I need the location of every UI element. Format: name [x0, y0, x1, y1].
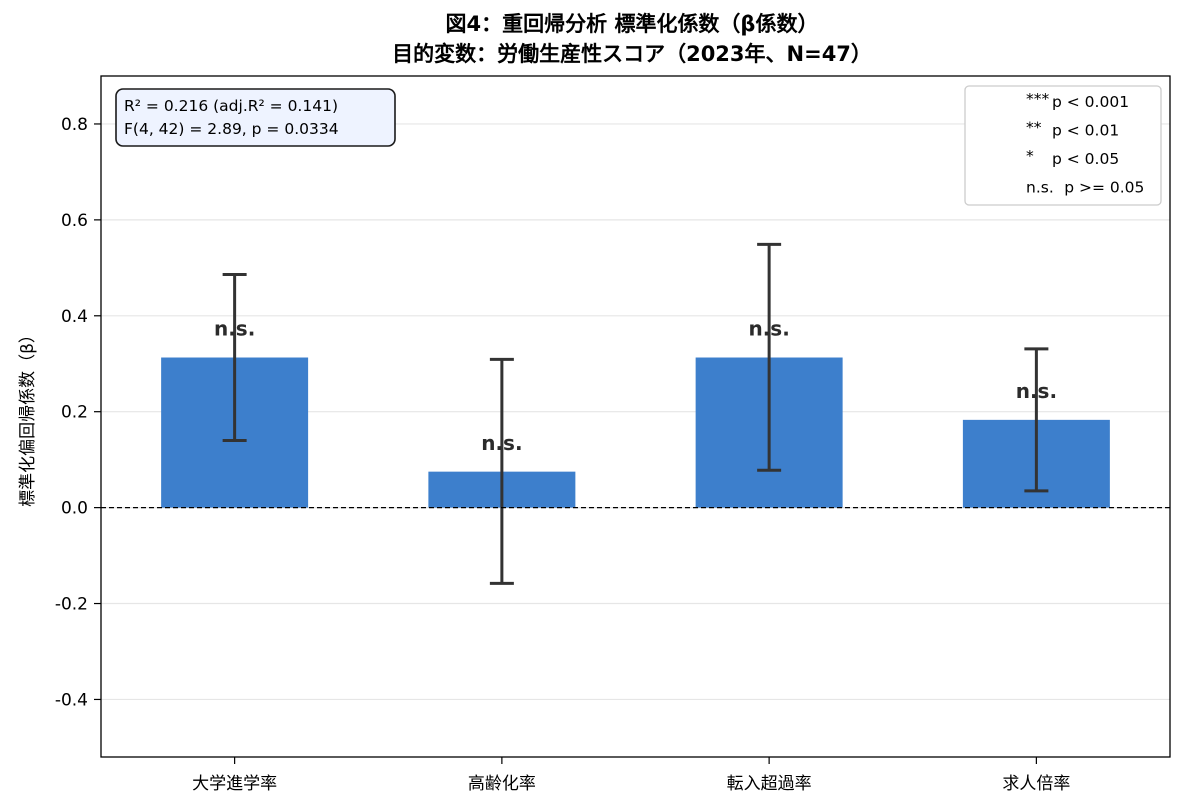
legend-text: p >= 0.05 [1064, 179, 1144, 197]
y-tick-label: 0.6 [61, 211, 88, 231]
chart-title-line1: 図4：重回帰分析 標準化係数（β係数） [446, 12, 819, 36]
legend-text: p < 0.01 [1052, 122, 1119, 140]
legend-frame [964, 85, 1162, 206]
y-axis-ticks: -0.4 -0.2 0.0 0.2 0.4 0.6 0.8 [55, 115, 101, 710]
legend-text: p < 0.05 [1052, 150, 1119, 168]
legend-symbol: * [1026, 147, 1034, 165]
legend-items: *** p < 0.001 ** p < 0.01 * p < 0.05 n.s. p >= … [1026, 90, 1144, 197]
legend: *** p < 0.001 ** p < 0.01 * p < 0.05 n.s. p >= … [964, 85, 1162, 206]
x-tick-label: 転入超過率 [727, 774, 812, 794]
y-tick-label: 0.2 [61, 403, 88, 423]
x-tick-label: 高齢化率 [468, 774, 536, 794]
x-axis-ticks: 大学進学率 高齢化率 転入超過率 求人倍率 [192, 757, 1070, 794]
legend-text: p < 0.001 [1052, 93, 1129, 111]
significance-label: n.s. [748, 317, 789, 341]
x-tick-label: 大学進学率 [192, 774, 277, 794]
y-tick-label: 0.8 [61, 115, 88, 135]
y-axis-label: 標準化偏回帰係数（β） [18, 326, 38, 507]
significance-label: n.s. [214, 317, 255, 341]
significance-label: n.s. [481, 431, 522, 455]
stats-box: R² = 0.216 (adj.R² = 0.141) F(4, 42) = 2… [115, 88, 396, 147]
x-tick-label: 求人倍率 [1002, 774, 1070, 794]
y-tick-label: -0.4 [55, 690, 88, 710]
plot-frame [100, 75, 1171, 758]
legend-symbol: ** [1026, 119, 1042, 137]
stats-r-squared: R² = 0.216 (adj.R² = 0.141) [124, 97, 338, 115]
legend-symbol: *** [1026, 90, 1050, 108]
significance-label: n.s. [1016, 379, 1057, 403]
y-tick-label: 0.0 [61, 499, 88, 519]
error-bar-group [222, 242, 1049, 585]
legend-symbol: n.s. [1026, 179, 1054, 197]
y-tick-label: 0.4 [61, 307, 88, 327]
y-tick-label: -0.2 [55, 595, 88, 615]
stats-box-frame [115, 88, 396, 147]
chart-title-line2: 目的変数：労働生産性スコア（2023年、N=47） [392, 42, 872, 66]
stats-f-test: F(4, 42) = 2.89, p = 0.0334 [124, 120, 339, 138]
significance-label-group: n.s. n.s. n.s. n.s. [214, 317, 1057, 455]
bar-group [161, 357, 1110, 508]
